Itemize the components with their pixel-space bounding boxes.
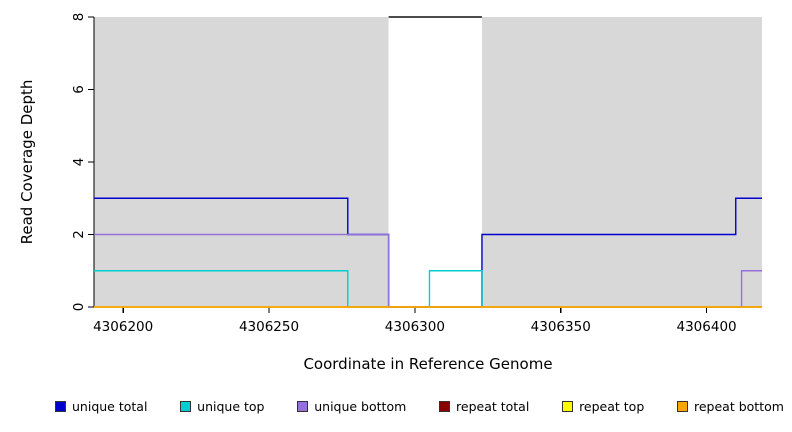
legend-swatch-unique-total	[55, 401, 66, 412]
x-tick-label: 4306350	[531, 319, 591, 335]
x-axis-title: Coordinate in Reference Genome	[303, 355, 553, 373]
legend-label-unique-bottom: unique bottom	[314, 399, 407, 414]
legend-swatch-repeat-bottom	[677, 401, 688, 412]
legend-item-unique-top: unique top	[180, 399, 264, 414]
legend-label-repeat-top: repeat top	[579, 399, 645, 414]
legend-item-repeat-top: repeat top	[562, 399, 644, 414]
legend-label-repeat-total: repeat total	[456, 399, 530, 414]
x-tick-label: 4306200	[93, 319, 153, 335]
x-tick-label: 4306400	[677, 319, 737, 335]
legend-swatch-repeat-total	[439, 401, 451, 412]
legend-swatch-repeat-top	[562, 401, 574, 412]
chart-legend: unique total unique top unique bottom re…	[55, 399, 784, 414]
legend-swatch-unique-bottom	[297, 401, 309, 412]
shaded-region	[481, 17, 762, 307]
x-tick-label: 4306300	[385, 319, 445, 335]
shaded-region	[94, 17, 389, 307]
legend-label-unique-top: unique top	[197, 399, 265, 414]
legend-item-repeat-total: repeat total	[439, 399, 529, 414]
series-line-unique-top	[94, 270, 762, 308]
legend-label-unique-total: unique total	[72, 399, 148, 414]
y-tick-label: 2	[71, 230, 87, 239]
y-tick-label: 6	[71, 85, 87, 94]
y-axis-title: Read Coverage Depth	[18, 79, 36, 245]
legend-label-repeat-bottom: repeat bottom	[694, 399, 784, 414]
y-tick-label: 0	[71, 303, 87, 312]
x-tick-label: 4306250	[239, 319, 299, 335]
legend-item-unique-bottom: unique bottom	[297, 399, 406, 414]
legend-item-unique-total: unique total	[55, 399, 147, 414]
legend-item-repeat-bottom: repeat bottom	[677, 399, 784, 414]
legend-swatch-unique-top	[180, 401, 192, 412]
y-tick-label: 8	[71, 13, 87, 22]
y-tick-label: 4	[71, 158, 87, 167]
